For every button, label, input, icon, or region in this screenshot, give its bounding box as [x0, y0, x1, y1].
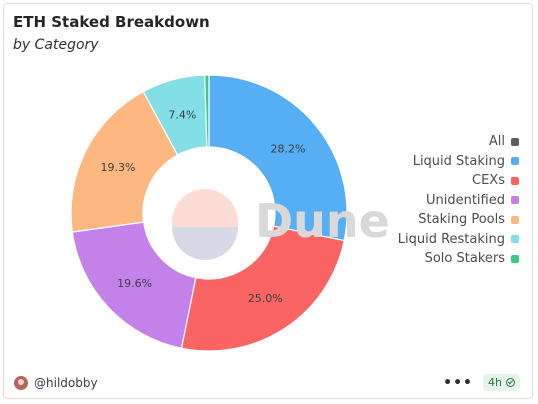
slice-staking-pools[interactable]: [70, 90, 179, 233]
dune-logo-icon: [172, 189, 238, 260]
slice-label: 7.4%: [168, 109, 196, 122]
legend-label: CEXs: [472, 173, 505, 189]
legend-item-unidentified[interactable]: Unidentified: [398, 191, 519, 211]
author-name: @hildobby: [34, 376, 98, 390]
slice-cexs[interactable]: [180, 225, 345, 352]
slices-group: [70, 74, 348, 352]
legend-label: Liquid Staking: [412, 153, 505, 169]
slice-label: 28.2%: [271, 142, 306, 155]
legend-item-liquid-staking[interactable]: Liquid Staking: [398, 152, 519, 172]
check-circle-icon: [506, 378, 515, 387]
legend-swatch: [511, 196, 519, 205]
legend-label: Unidentified: [425, 192, 505, 208]
legend-item-solo-stakers[interactable]: Solo Stakers: [398, 249, 519, 269]
refresh-age-badge[interactable]: 4h: [483, 374, 520, 391]
more-dots-icon[interactable]: •••: [443, 374, 474, 391]
slice-unidentified[interactable]: [71, 221, 197, 349]
chart-legend: All Liquid Staking CEXs Unidentified Staking…: [398, 132, 519, 269]
legend-item-cexs[interactable]: CEXs: [398, 171, 519, 191]
refresh-age: 4h: [488, 376, 502, 389]
dune-watermark: Dune: [172, 189, 390, 260]
footer-actions: ••• 4h: [443, 374, 520, 391]
dune-watermark-text: Dune: [255, 194, 390, 248]
slice-liquid-staking[interactable]: [208, 74, 348, 242]
legend-label: Liquid Restaking: [397, 231, 505, 247]
legend-swatch: [511, 235, 519, 244]
legend-item-all[interactable]: All: [398, 132, 519, 152]
author-avatar: [14, 376, 28, 390]
donut-chart: Dune 28.2% 25.0% 19.6% 19.3% 7.4%: [70, 74, 390, 352]
legend-swatch: [511, 215, 519, 224]
slice-label: 25.0%: [248, 292, 283, 305]
legend-label: Staking Pools: [418, 212, 505, 228]
legend-swatch: [511, 176, 519, 185]
legend-item-staking-pools[interactable]: Staking Pools: [398, 210, 519, 230]
legend-swatch: [511, 157, 519, 166]
chart-card: ETH Staked Breakdown by Category Dune 28…: [3, 3, 533, 399]
legend-swatch: [511, 254, 519, 263]
legend-swatch: [511, 137, 519, 146]
legend-item-liquid-restaking[interactable]: Liquid Restaking: [398, 230, 519, 250]
legend-label: All: [488, 134, 505, 150]
legend-label: Solo Stakers: [424, 251, 505, 267]
author-link[interactable]: @hildobby: [14, 376, 98, 390]
slice-solo-stakers[interactable]: [204, 74, 210, 148]
slice-labels-group: 28.2% 25.0% 19.6% 19.3% 7.4%: [100, 109, 305, 306]
slice-label: 19.6%: [117, 277, 152, 290]
slice-label: 19.3%: [100, 161, 135, 174]
chart-subtitle: by Category: [13, 37, 99, 53]
chart-title: ETH Staked Breakdown: [13, 13, 210, 31]
